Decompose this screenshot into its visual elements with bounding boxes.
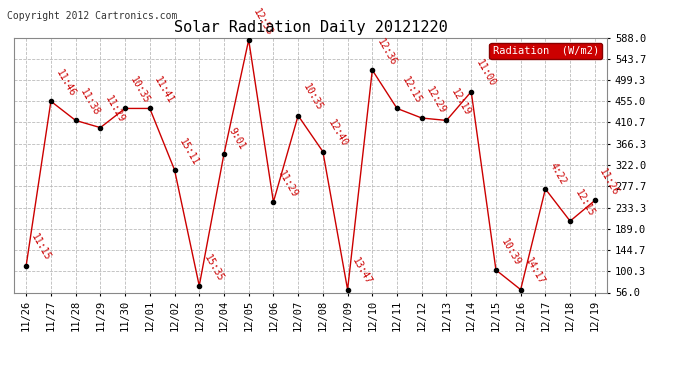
Text: 12:40: 12:40 xyxy=(326,118,349,149)
Text: 10:35: 10:35 xyxy=(128,75,151,106)
Text: 10:39: 10:39 xyxy=(499,237,522,267)
Text: 12:15: 12:15 xyxy=(573,188,596,218)
Text: 11:46: 11:46 xyxy=(54,68,77,99)
Text: 11:00: 11:00 xyxy=(474,58,497,89)
Legend: Radiation  (W/m2): Radiation (W/m2) xyxy=(489,43,602,59)
Text: 11:29: 11:29 xyxy=(276,169,299,199)
Text: 11:26: 11:26 xyxy=(598,167,621,198)
Text: 12:53: 12:53 xyxy=(251,7,275,37)
Text: 12:19: 12:19 xyxy=(449,87,473,118)
Text: 14:17: 14:17 xyxy=(524,256,546,287)
Text: 11:38: 11:38 xyxy=(79,87,101,118)
Text: 12:29: 12:29 xyxy=(424,85,448,115)
Text: 9:01: 9:01 xyxy=(227,126,247,151)
Text: 11:29: 11:29 xyxy=(103,94,126,125)
Text: 11:15: 11:15 xyxy=(29,232,52,263)
Text: 4:22: 4:22 xyxy=(548,161,569,186)
Text: 12:15: 12:15 xyxy=(400,75,423,106)
Text: 13:47: 13:47 xyxy=(351,256,374,287)
Text: 15:11: 15:11 xyxy=(177,136,201,167)
Text: 15:35: 15:35 xyxy=(202,253,226,283)
Title: Solar Radiation Daily 20121220: Solar Radiation Daily 20121220 xyxy=(174,20,447,35)
Text: 11:41: 11:41 xyxy=(152,75,176,106)
Text: 12:36: 12:36 xyxy=(375,37,398,68)
Text: 10:35: 10:35 xyxy=(301,82,324,113)
Text: Copyright 2012 Cartronics.com: Copyright 2012 Cartronics.com xyxy=(7,11,177,21)
